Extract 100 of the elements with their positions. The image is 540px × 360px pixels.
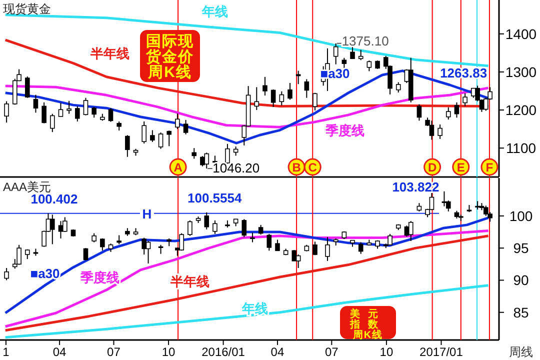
x-tick-label: 07 <box>324 345 339 359</box>
x-tick-label: 10 <box>380 345 394 359</box>
candlestick <box>4 268 9 281</box>
candlestick <box>296 70 301 85</box>
candlestick <box>204 152 210 170</box>
candlestick <box>66 100 72 114</box>
x-tick-label: 04 <box>270 345 284 359</box>
y-tick-label: 100 <box>509 208 533 224</box>
candlestick <box>50 113 55 133</box>
series-label: 半年线 <box>90 46 130 61</box>
y-tick-label: 1100 <box>506 140 536 156</box>
x-tick-label: 04 <box>52 345 67 359</box>
candlestick <box>150 130 155 142</box>
candlestick <box>396 82 401 93</box>
candlestick <box>192 148 197 160</box>
candlestick <box>142 120 147 144</box>
candlestick <box>312 92 318 111</box>
candlestick <box>166 130 172 147</box>
candlestick <box>179 232 184 252</box>
candlestick <box>429 120 434 140</box>
candlestick <box>266 233 272 252</box>
candlestick <box>225 143 230 164</box>
candlestick <box>408 220 414 242</box>
y-tick-label: 90 <box>513 272 529 288</box>
candlestick <box>429 192 434 211</box>
candlestick <box>454 102 460 118</box>
candlestick <box>33 94 38 114</box>
candlestick <box>333 42 338 65</box>
candlestick <box>12 78 18 106</box>
ref-line-label: F <box>486 160 494 174</box>
candlestick <box>75 106 80 122</box>
candlestick <box>146 240 151 264</box>
candlestick <box>366 60 372 72</box>
annotation: 国际现货金价周K线 <box>145 33 194 81</box>
candlestick <box>342 57 347 69</box>
y-tick-label: 1200 <box>505 102 537 118</box>
series-label: 季度线 <box>80 270 120 285</box>
candlestick <box>83 248 88 261</box>
candlestick <box>462 92 468 107</box>
y-tick-label: 95 <box>513 240 529 256</box>
x-tick-label: 1 <box>2 345 10 359</box>
ref-line-label: H <box>142 206 152 222</box>
x-tick-label: 07 <box>107 345 121 359</box>
x-tick-label: 10 <box>162 345 176 359</box>
chart-title: 现货黄金 <box>3 2 51 16</box>
ref-line-label: A <box>174 160 183 174</box>
candlestick <box>275 239 280 252</box>
candlestick <box>4 100 9 124</box>
candlestick <box>438 124 442 140</box>
candlestick <box>188 220 192 236</box>
candlestick <box>350 46 355 60</box>
candlestick <box>158 132 164 150</box>
y-tick-label: 1400 <box>505 26 537 42</box>
candlestick <box>24 76 30 98</box>
annotation: 1375.10 <box>342 33 389 48</box>
candlestick <box>304 78 310 98</box>
y-tick-label: 85 <box>513 304 529 320</box>
candlestick <box>16 244 22 266</box>
candlestick <box>358 242 364 254</box>
candlestick <box>58 220 64 239</box>
candlestick <box>250 232 255 243</box>
candlestick <box>288 82 292 100</box>
series-label: 年线 <box>201 4 228 19</box>
candlestick <box>204 212 210 230</box>
candlestick <box>242 218 247 238</box>
candlestick <box>42 102 46 124</box>
series-label: ■a30 <box>30 266 60 281</box>
ref-line-label: C <box>308 160 318 174</box>
candlestick <box>254 86 260 111</box>
candlestick <box>116 120 122 132</box>
candlestick <box>279 90 284 106</box>
candlestick <box>175 112 180 130</box>
annotation: 100.402 <box>30 191 78 206</box>
ref-line-label: D <box>428 160 437 174</box>
candlestick <box>262 76 268 96</box>
candlestick <box>312 241 318 256</box>
annotation: 1046.20 <box>212 160 260 176</box>
candlestick <box>258 224 264 236</box>
candlestick <box>183 119 188 135</box>
series-label: 季度线 <box>324 123 364 138</box>
candlestick <box>212 220 218 234</box>
candlestick <box>270 88 276 108</box>
annotation: 100.5554 <box>188 190 242 206</box>
chart-title: AAA美元 <box>3 180 52 194</box>
x-tick-label: 2016/01 <box>202 345 246 359</box>
ref-line-label: B <box>292 160 302 174</box>
x-axis-title: 周线 <box>509 345 533 359</box>
y-tick-label: 1300 <box>505 64 537 80</box>
ref-line-label: E <box>456 160 465 174</box>
candlestick <box>325 236 330 262</box>
candlestick <box>50 214 55 245</box>
candlestick <box>358 49 364 61</box>
x-tick-label: 2017/01 <box>420 345 464 359</box>
candlestick <box>388 233 392 246</box>
candlestick <box>83 97 88 116</box>
candlestick <box>446 106 451 120</box>
candlestick <box>125 134 130 158</box>
annotation: 美元指数周K线 <box>349 308 386 341</box>
candlestick <box>92 106 96 118</box>
candlestick <box>416 104 422 122</box>
